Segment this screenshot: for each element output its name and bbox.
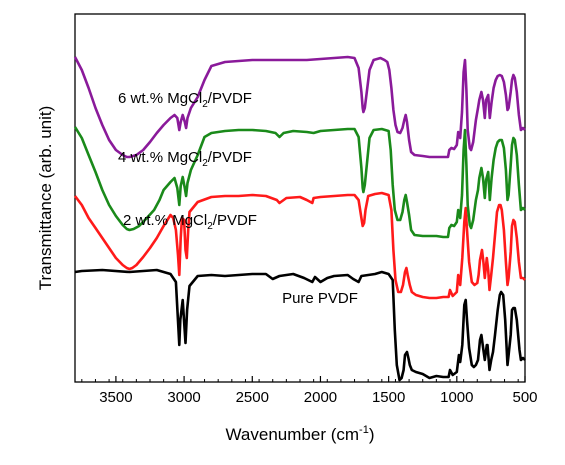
spectrum-line — [73, 191, 526, 300]
series-label: 6 wt.% MgCl2/PVDF — [118, 90, 252, 110]
x-axis-title: Wavenumber (cm-1) — [226, 424, 375, 444]
x-tick-label: 3000 — [167, 389, 200, 406]
series-labels: Pure PVDF 2 wt.% MgCl2/PVDF 4 wt.% MgCl2/P… — [118, 90, 358, 307]
series-label: 2 wt.% MgCl2/PVDF — [123, 212, 257, 232]
spectrum-line — [74, 268, 526, 382]
spectrum-line — [73, 126, 526, 239]
x-tick-label: 2500 — [236, 389, 269, 406]
x-tick-label: 2000 — [304, 389, 337, 406]
y-axis-title: Transmittance (arb. unit) — [36, 106, 55, 291]
x-tick-label: 3500 — [99, 389, 132, 406]
x-tick-label: 1000 — [440, 389, 473, 406]
spectrum-line — [73, 55, 526, 159]
spectra-series — [73, 55, 526, 382]
x-tick-label: 500 — [512, 389, 537, 406]
x-tick-label: 1500 — [372, 389, 405, 406]
series-label: 4 wt.% MgCl2/PVDF — [118, 149, 252, 169]
x-axis-tick-labels: 3500 3000 2500 2000 1500 1000 500 — [99, 389, 537, 406]
series-label: Pure PVDF — [282, 290, 358, 307]
x-axis-ticks — [81, 376, 526, 382]
